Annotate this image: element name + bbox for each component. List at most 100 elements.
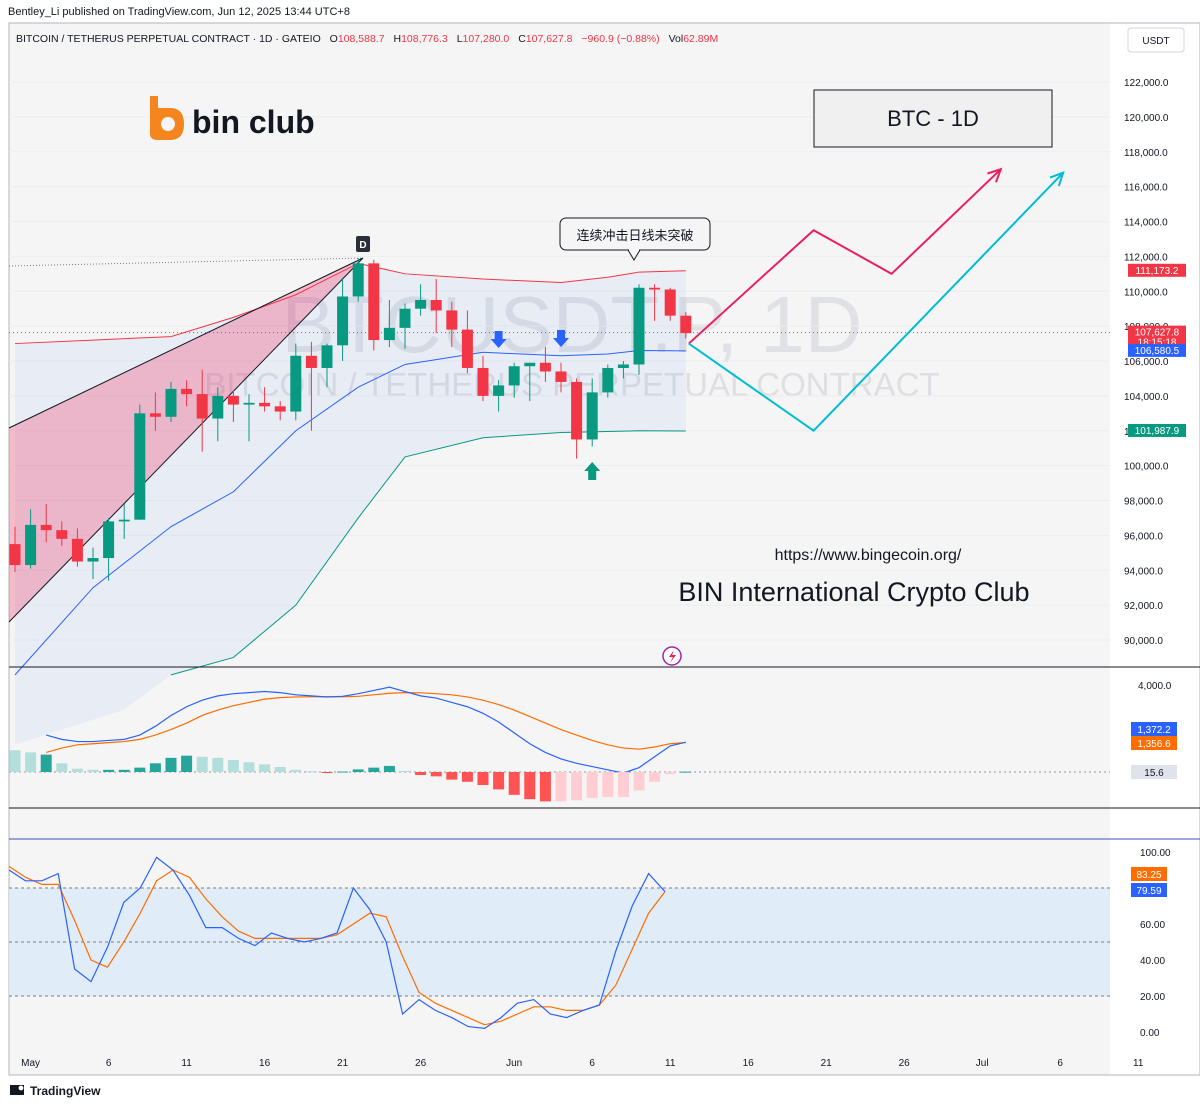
macd-tag [1131,736,1177,750]
projection-magenta [688,168,1002,345]
candle-body [524,362,536,367]
price-tag-label: 106,580.5 [1135,346,1180,357]
candle [134,404,146,520]
signal-markers [490,330,601,480]
price-tick-label: 110,000.0 [1124,287,1168,298]
candle-body [196,394,208,419]
macd-histogram-bar [9,750,21,772]
title-box: BTC - 1D [813,89,1053,148]
price-tick-label: 106,000.0 [1124,357,1169,368]
tradingview-text: TradingView [30,1084,101,1098]
rising-wedge-drawing [8,257,364,623]
candle [274,401,286,421]
price-axis-background [1111,23,1200,1075]
candle [430,279,442,334]
candle-body [243,402,255,405]
macd-histogram-bar [212,757,224,772]
candlestick-series [9,258,692,581]
candle-body [337,296,349,346]
footer-bar [0,1076,1200,1108]
candle-body [9,544,21,566]
candle [103,517,115,581]
candle [571,378,583,459]
macd-histogram-bar [649,772,661,782]
time-tick-label: 16 [743,1058,755,1069]
macd-histogram-bar [602,772,614,798]
sell-arrow-icon [553,330,569,347]
macd-histogram-bar [477,772,489,786]
candle [508,362,520,398]
candle-body [617,364,629,368]
ohlc-legend: BITCOIN / TETHERUS PERPETUAL CONTRACT · … [16,33,718,45]
candle-body [477,367,489,396]
macd-histogram-bar [586,772,598,799]
macd-histogram-bar [149,763,161,772]
candle-body [493,385,505,396]
stochastic-k-line [8,856,666,1030]
macd-histogram-bar [243,762,255,772]
candle [118,503,130,539]
candle-body [415,299,427,309]
candle [196,369,208,452]
annotation-callout: 连续冲击日线未突破 [559,217,711,261]
candle-body [399,308,411,328]
candle [9,526,21,572]
candle [305,341,317,431]
currency-label: USDT [1142,36,1169,47]
legend-open: 108,588.7 [338,33,385,45]
candle [243,394,255,442]
macd-histogram-bar [337,771,349,773]
bin-club-logo: bin club [150,96,315,140]
macd-histogram-bar [227,760,239,772]
annotation-text: 连续冲击日线未突破 [576,228,693,243]
candle [415,284,427,316]
bollinger-upper-line [14,262,686,345]
projection-cyan-arrowhead [1049,171,1065,187]
stochastic-tag-label: 83.25 [1136,870,1161,881]
legend-high: 108,776.3 [401,33,448,45]
lightning-icon[interactable] [662,646,682,666]
macd-tick-label: 4,000.0 [1138,681,1172,692]
candle [539,347,551,382]
wedge-upper-line [8,257,364,429]
candle-body [430,299,442,311]
macd-histogram-bar [134,767,146,772]
website-url: https://www.bingecoin.org/ [775,547,962,564]
candle [477,355,489,402]
projection-paths [688,167,1065,433]
candle-body [602,367,614,393]
candle-body [118,519,130,522]
currency-button[interactable]: USDT [1127,27,1185,53]
club-name: BIN International Crypto Club [678,577,1029,607]
macd-histogram-bar [633,772,645,791]
price-tick-label: 122,000.0 [1124,78,1169,89]
time-tick-label: 6 [106,1058,112,1069]
time-tick-label: May [21,1058,40,1069]
candle-body [165,388,177,417]
stochastic-band [9,888,1110,996]
candle-body [680,315,692,334]
candle [446,301,458,348]
macd-histogram-bar [305,771,317,773]
price-tag-label: 107,627.8 [1135,328,1180,339]
candle-body [368,263,380,341]
candle-body [383,327,395,341]
tradingview-brand: TradingView [10,1084,101,1098]
d-marker: D [356,236,370,252]
candle-body [227,395,239,405]
price-tick-label: 94,000.0 [1124,566,1163,577]
candle-body [259,402,271,407]
macd-histogram-bar [181,755,193,772]
legend-volume-unit: M [709,33,718,45]
candle-body [352,263,364,297]
price-tick-label: 112,000.0 [1124,252,1168,263]
stochastic-tag [1131,883,1167,897]
bollinger-lower-line [170,430,686,676]
price-tag-label: 111,173.2 [1135,266,1178,277]
stochastic-tick-label: 60.00 [1140,920,1165,931]
macd-histogram-bar [165,757,177,772]
price-tick-label: 118,000.0 [1124,148,1168,159]
candle [165,381,177,423]
macd-histogram-bar [664,772,676,775]
